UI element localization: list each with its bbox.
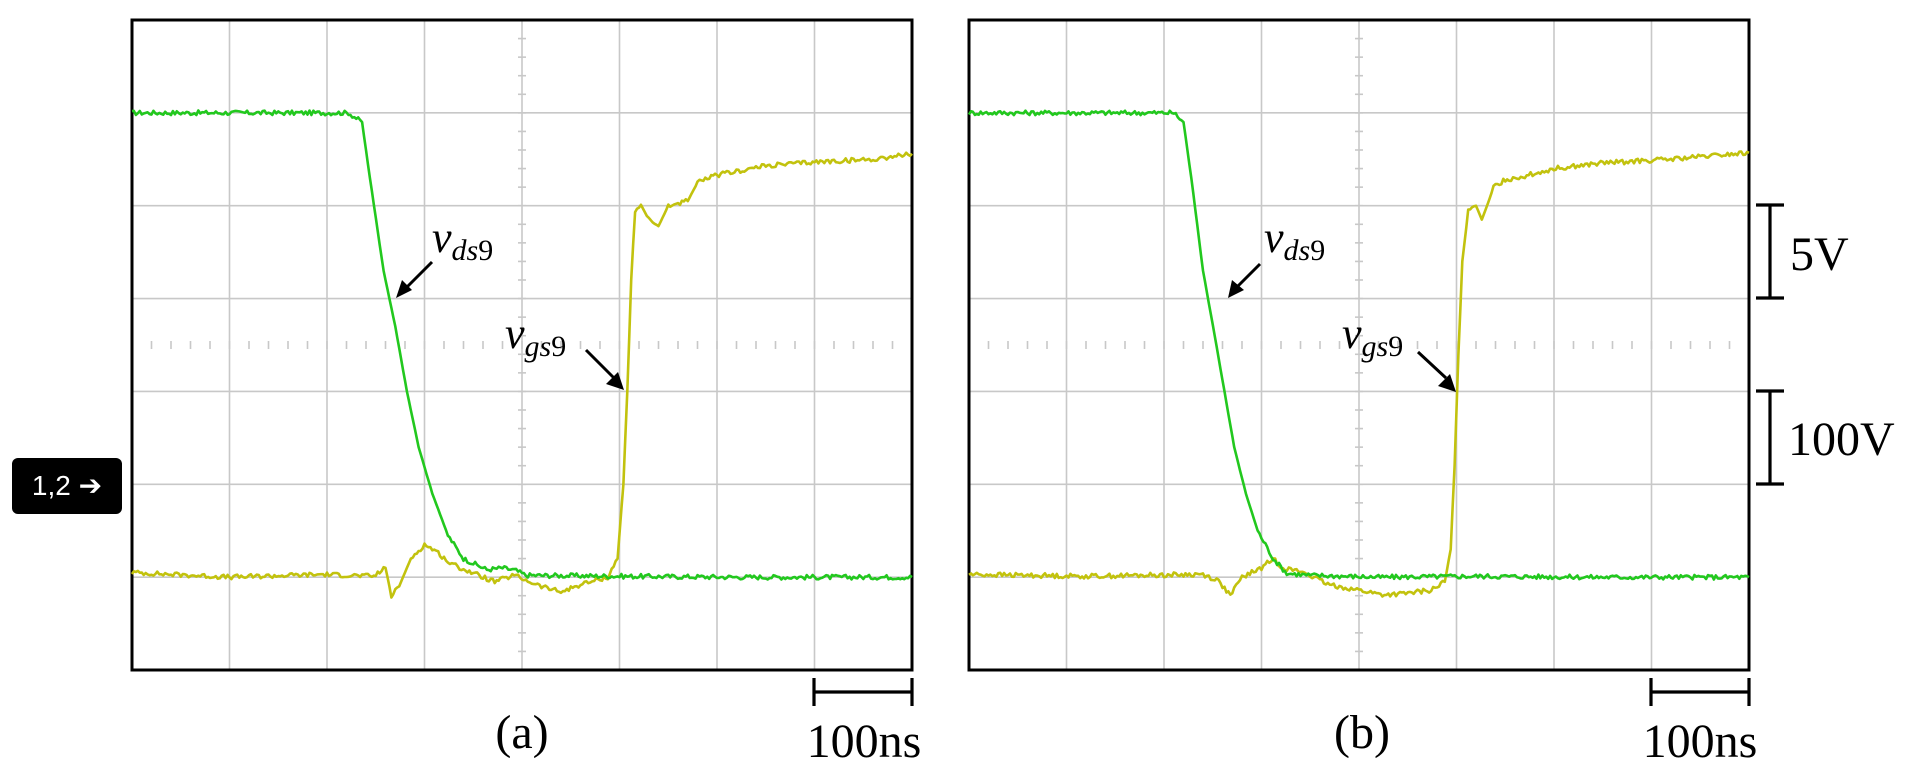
panel-a-caption: (a) <box>495 706 548 759</box>
panel-b-vgs9-label: vgs9 <box>1342 309 1403 363</box>
panel-b-vds9-arrow <box>1236 262 1262 288</box>
panel-a-vds9-arrow <box>404 260 434 290</box>
panel-b-100v-label: 100V <box>1788 413 1895 466</box>
panel-a-vds9-trace <box>131 109 913 581</box>
panel-b-vds9-annotation: vds9 <box>1228 213 1325 298</box>
panel-b-vgs9-arrowhead <box>1438 374 1456 392</box>
panel-b-vgs9-arrow <box>1416 350 1448 380</box>
panel-b-vertical-scale-5v: 5V <box>1756 203 1849 300</box>
panel-b-time-scale-label: 100ns <box>1643 715 1758 768</box>
panel-a-vgs9-arrowhead <box>606 372 624 390</box>
panel-a: vds9 vgs9 100ns (a) <box>130 18 922 768</box>
panel-a-vgs9-trace <box>130 151 913 599</box>
channel-marker-label: 1,2 ➔ <box>32 470 102 501</box>
panel-b-caption: (b) <box>1334 706 1390 759</box>
panel-a-time-scale-label: 100ns <box>807 715 922 768</box>
panel-b-vds9-trace <box>967 109 1750 581</box>
panel-a-frame <box>130 18 914 672</box>
panel-b-vertical-scale-100v: 100V <box>1756 389 1895 486</box>
panel-a-vds9-arrowhead <box>396 280 412 298</box>
panel-a-vgs9-arrow <box>584 348 616 380</box>
panel-a-vgs9-annotation: vgs9 <box>505 309 624 390</box>
panel-b-vds9-label: vds9 <box>1264 213 1325 267</box>
panel-b: vds9 vgs9 100ns 5V 100V <box>967 18 1895 768</box>
panel-b-vds9-arrowhead <box>1228 280 1244 298</box>
panel-b-frame <box>967 18 1751 672</box>
panel-a-vds9-annotation: vds9 <box>396 213 493 298</box>
channel-marker-badge <box>12 458 122 514</box>
panel-b-vgs9-trace <box>968 150 1750 598</box>
panel-b-time-scale: 100ns <box>1643 678 1758 768</box>
channel-marker: 1,2 ➔ <box>12 458 122 514</box>
panel-a-vgs9-label: vgs9 <box>505 309 566 363</box>
panel-a-time-scale: 100ns <box>807 678 922 768</box>
panel-a-vds9-label: vds9 <box>432 213 493 267</box>
panel-b-5v-label: 5V <box>1790 228 1849 281</box>
panel-b-vgs9-annotation: vgs9 <box>1342 309 1456 392</box>
